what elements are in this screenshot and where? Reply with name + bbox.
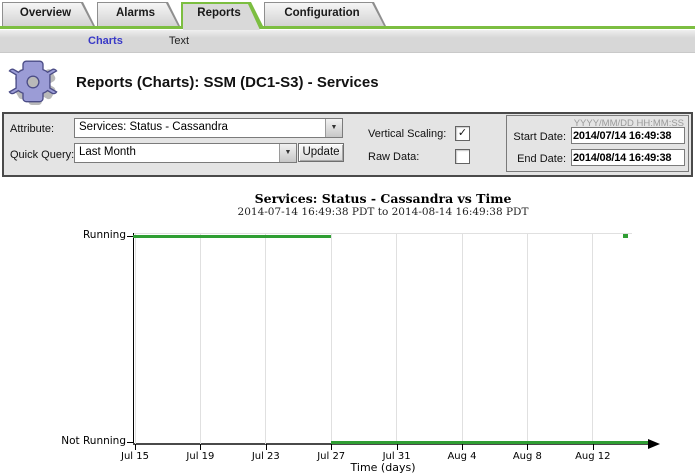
x-tick (331, 444, 333, 450)
x-tick (200, 444, 202, 450)
status-line-segment (331, 440, 648, 444)
tab-label: Configuration (284, 7, 360, 19)
tab-alarms[interactable]: Alarms (97, 2, 180, 26)
x-tick (462, 444, 463, 450)
dropdown-arrow-icon[interactable]: ▼ (279, 144, 296, 162)
tab-fill (3, 3, 93, 26)
y-tick-label: Running (82, 229, 126, 241)
subtab-text[interactable]: Text (168, 35, 190, 47)
end-date-input[interactable] (571, 149, 685, 166)
tab-fill (183, 4, 260, 30)
status-line-segment (133, 234, 332, 238)
active-tab-underline (0, 26, 695, 29)
tab-label: Alarms (116, 7, 155, 19)
tab-fill (98, 3, 178, 26)
x-axis-line (133, 443, 650, 445)
chart-title: Services: Status - Cassandra vs Time (254, 191, 512, 206)
v-gridline (396, 233, 398, 444)
report-subtab-bar: Charts Text (0, 30, 695, 53)
v-gridline (330, 233, 332, 444)
y-tick-label: Not Running (61, 435, 126, 447)
raw-data-checkbox[interactable]: ✓ (455, 149, 470, 164)
quick-query-selected-value: Last Month (79, 146, 136, 158)
plot-top-frame (133, 233, 632, 234)
start-date-label: Start Date: (513, 131, 566, 143)
tab-label: Reports (197, 7, 241, 19)
y-tick (127, 235, 133, 237)
tab-configuration[interactable]: Configuration (264, 2, 386, 26)
dropdown-arrow-icon[interactable]: ▼ (325, 119, 342, 137)
date-range-panel: YYYY/MM/DD HH:MM:SS (506, 115, 689, 172)
tab-fill (265, 3, 384, 26)
v-gridline (265, 233, 267, 444)
status-point (623, 234, 628, 238)
attribute-label: Attribute: (10, 123, 55, 135)
main-tab-bar: Overview Alarms Reports Configuration (0, 0, 695, 30)
chart-subtitle: 2014-07-14 16:49:38 PDT to 2014-08-14 16… (237, 206, 529, 218)
quick-query-select[interactable]: Last Month ▼ (74, 143, 297, 163)
v-gridline (199, 233, 201, 444)
date-format-hint: YYYY/MM/DD HH:MM:SS (573, 118, 684, 129)
update-button[interactable]: Update (298, 143, 344, 162)
v-gridline (592, 233, 594, 444)
tab-label: Overview (19, 7, 72, 19)
start-date-input[interactable] (571, 127, 685, 144)
tab-reports[interactable]: Reports (181, 2, 263, 26)
x-tick (592, 444, 594, 450)
v-gridline (461, 233, 463, 444)
v-gridline (134, 233, 136, 444)
x-tick (396, 444, 398, 450)
x-tick (135, 444, 136, 450)
raw-data-label: Raw Data: (368, 151, 420, 163)
quick-query-label: Quick Query: (10, 149, 75, 161)
y-tick (127, 441, 133, 443)
tab-overview[interactable]: Overview (2, 2, 95, 26)
end-date-label: End Date: (517, 153, 566, 165)
v-gridline (526, 233, 528, 444)
page-title: Reports (Charts): SSM (DC1-S3) - Service… (76, 74, 379, 91)
x-tick (265, 444, 267, 450)
x-tick (527, 444, 529, 450)
vertical-scaling-label: Vertical Scaling: (368, 128, 447, 140)
y-axis-line (133, 233, 134, 445)
attribute-selected-value: Services: Status - Cassandra (79, 121, 228, 133)
subtab-charts[interactable]: Charts (88, 35, 123, 47)
checkmark-icon: ✓ (457, 127, 468, 139)
attribute-select[interactable]: Services: Status - Cassandra ▼ (74, 118, 343, 138)
x-axis-title: Time (days) (350, 461, 416, 474)
x-axis-arrow-icon (648, 439, 660, 449)
gear-icon (8, 60, 58, 105)
vertical-scaling-checkbox[interactable]: ✓ (455, 126, 470, 141)
